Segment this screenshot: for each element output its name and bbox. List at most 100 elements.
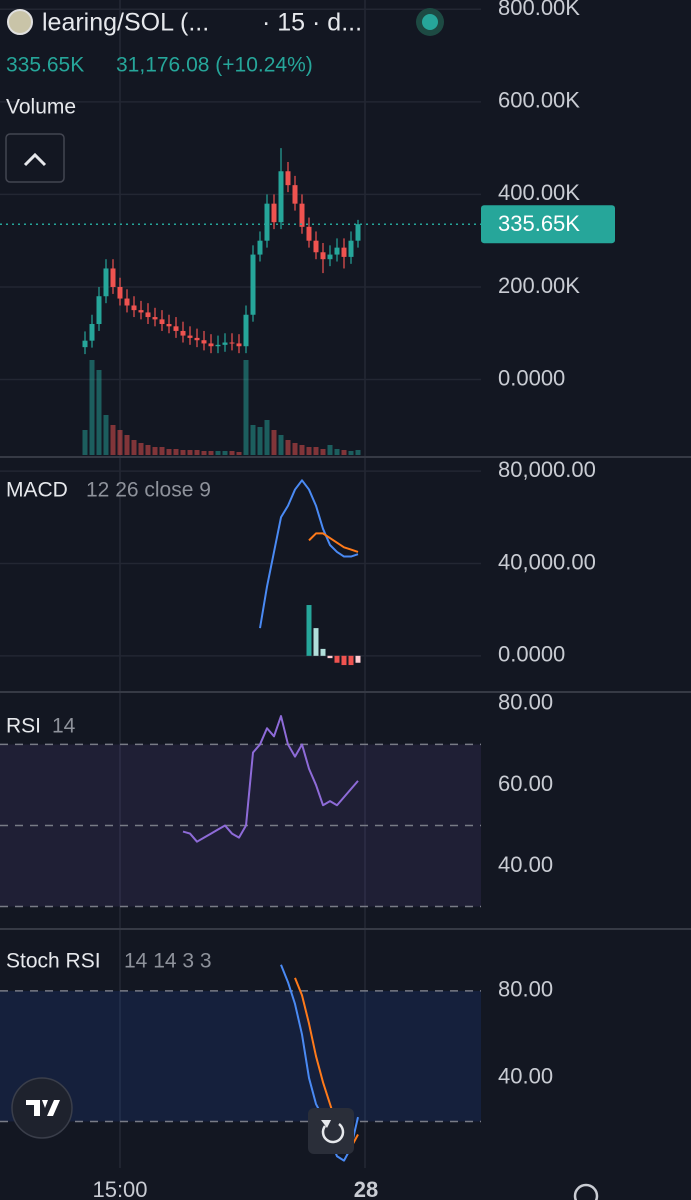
volume-bar [173,449,179,455]
volume-bar [194,450,200,455]
overlay-layer: learing/SOL (... · 15 · d... 335.65K 31,… [0,8,691,1200]
y-tick-label: 600.00K [498,88,580,113]
volume-bar [96,370,102,455]
volume-bar [313,447,319,455]
volume-bar [138,443,144,455]
y-tick-label: 60.00 [498,771,553,796]
time-label: 15:00 [92,1177,147,1200]
band-fill [0,990,481,1122]
candle-body [306,226,312,241]
candle-body [131,305,137,311]
pane-params: 12 26 close 9 [86,479,211,502]
volume-bar [264,420,270,455]
candle-body [264,203,270,241]
candle-body [117,286,123,299]
volume-bar [243,360,249,455]
indicator-line [259,479,359,629]
volume-bar [236,452,242,455]
candle-body [334,247,340,255]
candle-body [278,171,284,223]
candle-body [138,310,144,313]
volume-bar [348,451,354,455]
volume-bar [215,451,221,455]
collapse-button[interactable] [5,133,65,183]
pane-title: MACD [6,479,68,502]
candle-body [271,203,277,223]
volume-bar [131,440,137,455]
histogram-bar [327,655,333,659]
y-tick-label: 200.00K [498,273,580,298]
histogram-bar [348,655,354,666]
volume-bar [187,450,193,455]
volume-bar [208,451,214,455]
candle-body [257,240,263,255]
histogram-bar [334,655,340,663]
y-tick-label: 0.0000 [498,642,565,667]
y-tick-label: 80,000.00 [498,457,596,482]
candle-body [208,343,214,347]
y-tick-label: 80.00 [498,690,553,715]
candle-body [215,344,221,347]
price-change: 31,176.08 (+10.24%) [116,54,313,77]
symbol-icon [7,9,33,35]
pane-title: Stoch RSI [6,950,101,973]
candle-body [320,252,326,260]
volume-bar [292,443,298,455]
candle-body [110,268,116,287]
volume-bar [334,449,340,455]
indicator-line [182,715,359,843]
reset-arrow [321,1120,331,1128]
y-tick-label: 40.00 [498,1064,553,1089]
candle-body [180,330,186,336]
volume-bar [285,440,291,455]
volume-bar [201,451,207,455]
symbol: learing/SOL (... [42,9,209,37]
settings-icon[interactable] [573,1183,599,1200]
candle-body [299,203,305,227]
volume-bar [250,425,256,455]
histogram-bar [306,605,312,656]
volume-bar [327,445,333,455]
candle-body [236,343,242,347]
candle-body [341,247,347,257]
last-price-tag-label: 335.65K [498,211,580,236]
candle-body [89,324,95,341]
candle-body [201,340,207,344]
reset-button[interactable] [308,1108,354,1154]
volume-bar [320,449,326,455]
candle-body [187,335,193,338]
status-dot [422,14,438,30]
y-tick-label: 40.00 [498,852,553,877]
candle-body [229,342,235,344]
volume-bar [306,447,312,455]
candle-body [159,319,165,325]
volume-bar [117,430,123,455]
volume-bar [145,445,151,455]
candle-body [285,171,291,186]
interval: · 15 · d... [262,9,362,37]
chevron-icon [23,152,47,167]
volume-bar [229,451,235,455]
candle-body [250,254,256,315]
candle-body [124,298,130,306]
candle-body [82,340,88,348]
volume-bar [124,435,130,455]
volume-bar [271,430,277,455]
candle-body [327,254,333,260]
logo-button[interactable] [11,1077,73,1139]
pane-params: 14 [52,715,76,738]
histogram-bar [341,655,347,666]
candle-body [173,326,179,331]
reset-icon [321,1123,345,1144]
indicator-line [308,532,359,553]
logo-icon [26,1100,60,1116]
candle-body [152,317,158,320]
last-price: 335.65K [6,54,84,77]
time-label: 28 [354,1177,378,1200]
volume-bar [152,447,158,455]
candle-body [194,337,200,341]
y-tick-label: 0.0000 [498,365,565,390]
pane-title: Volume [6,96,76,119]
